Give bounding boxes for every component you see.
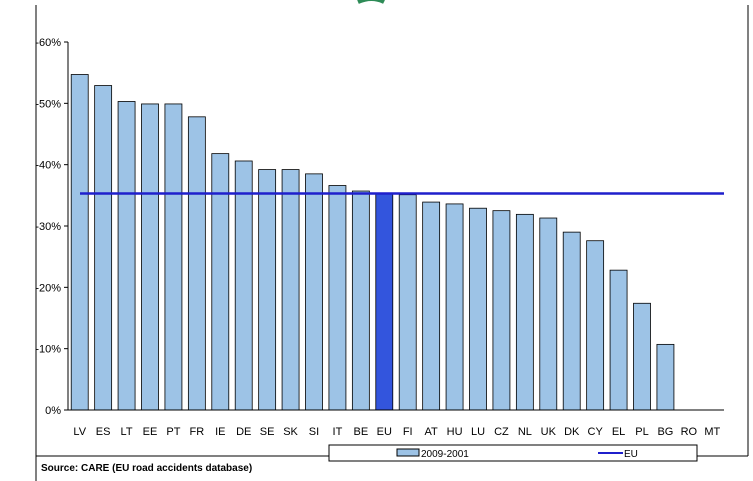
x-tick-label: CZ bbox=[494, 426, 509, 438]
x-tick-label: FI bbox=[403, 426, 413, 438]
bar-pt bbox=[164, 103, 183, 411]
legend-bar-swatch bbox=[396, 448, 420, 457]
x-tick-label: EU bbox=[377, 426, 392, 438]
bar-at bbox=[422, 201, 441, 411]
x-tick-label: FR bbox=[190, 426, 205, 438]
decorative-arc bbox=[357, 0, 385, 4]
x-tick-label: EE bbox=[143, 426, 158, 438]
bar-lv bbox=[70, 74, 89, 411]
bar-eu bbox=[375, 193, 394, 411]
x-tick-label: LU bbox=[471, 426, 485, 438]
x-tick-label: SE bbox=[260, 426, 275, 438]
bar-it bbox=[328, 185, 347, 411]
bar-be bbox=[351, 190, 370, 411]
x-tick-label: DK bbox=[564, 426, 580, 438]
bar-fr bbox=[187, 116, 206, 411]
x-tick-label: PL bbox=[635, 426, 648, 438]
x-tick-label: EL bbox=[612, 426, 625, 438]
plot-area: -60% -50% -40% -30% -20% -10% 0% LV ES LT EE PT FR IE… bbox=[35, 37, 724, 438]
legend: 2009-2001 EU bbox=[328, 444, 698, 462]
bar-se bbox=[258, 169, 277, 411]
x-tick-label: ES bbox=[96, 426, 111, 438]
legend-box bbox=[328, 444, 698, 462]
x-tick-label: MT bbox=[704, 426, 720, 438]
bar-cy bbox=[586, 240, 605, 411]
bar-pl bbox=[633, 302, 651, 411]
bar-lu bbox=[469, 207, 487, 411]
x-tick-label: LV bbox=[73, 426, 86, 438]
bar-ie bbox=[211, 153, 230, 411]
x-tick-label: HU bbox=[447, 426, 463, 438]
x-tick-label: BG bbox=[657, 426, 673, 438]
x-tick-label: IT bbox=[333, 426, 343, 438]
y-tick-label: -20% bbox=[35, 282, 61, 294]
y-tick-label: -60% bbox=[35, 37, 61, 49]
x-tick-label: AT bbox=[425, 426, 439, 438]
x-tick-label: PT bbox=[166, 426, 180, 438]
bar-bg bbox=[656, 343, 675, 411]
bar-nl bbox=[515, 213, 534, 411]
x-tick-label: CY bbox=[588, 426, 604, 438]
source-note: Source: CARE (EU road accidents database… bbox=[41, 463, 253, 474]
y-tick-label: -30% bbox=[35, 221, 61, 233]
x-tick-label: NL bbox=[518, 426, 532, 438]
bar-uk bbox=[539, 217, 558, 411]
x-tick-label: UK bbox=[541, 426, 557, 438]
bar-de bbox=[234, 160, 253, 411]
bar-sk bbox=[281, 169, 300, 411]
bar-hu bbox=[445, 203, 464, 411]
y-tick-label: -50% bbox=[35, 98, 61, 110]
legend-bar-label: 2009-2001 bbox=[421, 449, 469, 460]
x-tick-label: RO bbox=[681, 426, 698, 438]
bar-fi bbox=[398, 194, 417, 411]
x-tick-label: SK bbox=[283, 426, 298, 438]
bar-lt bbox=[117, 101, 136, 411]
bar-dk bbox=[562, 231, 581, 411]
legend-line-label: EU bbox=[624, 449, 638, 460]
bar-ee bbox=[141, 103, 159, 411]
y-tick-label: 0% bbox=[45, 405, 61, 417]
x-tick-label: IE bbox=[215, 426, 225, 438]
bar-el bbox=[609, 269, 628, 411]
y-tick-label: -40% bbox=[35, 160, 61, 172]
bar-es bbox=[94, 85, 113, 411]
x-tick-label: LT bbox=[121, 426, 133, 438]
bar-cz bbox=[492, 210, 511, 411]
y-tick-label: -10% bbox=[35, 344, 61, 356]
x-tick-label: SI bbox=[309, 426, 319, 438]
x-tick-label: DE bbox=[236, 426, 251, 438]
x-tick-label: BE bbox=[354, 426, 369, 438]
bar-si bbox=[305, 173, 323, 411]
